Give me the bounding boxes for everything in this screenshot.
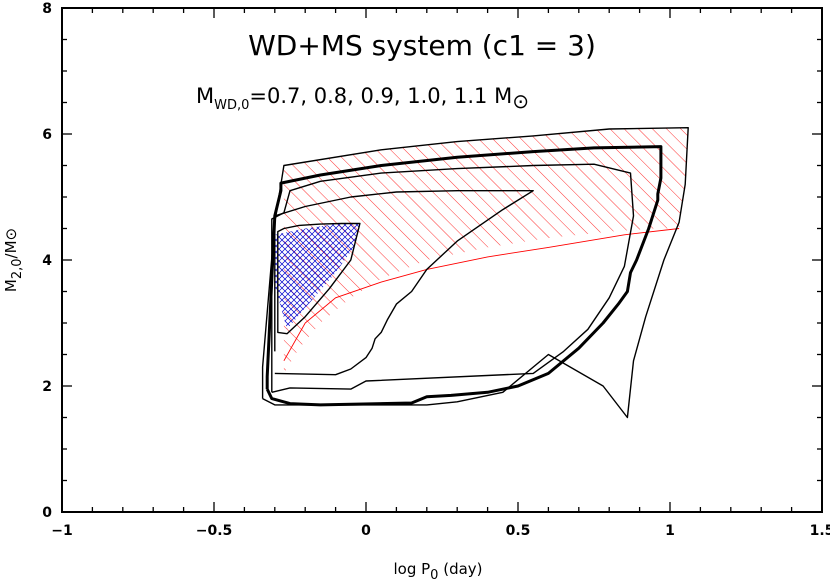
x-axis-label-sub: 0 [430, 568, 438, 582]
x-tick-label: 0 [361, 523, 371, 539]
subtitle-values: =0.7, 0.8, 0.9, 1.0, 1.1 M [249, 84, 512, 108]
x-axis-label-main: log P [393, 560, 430, 578]
blue-hatched-region [274, 223, 360, 330]
x-axis-label-unit: (day) [438, 560, 482, 578]
contour-line-3 [271, 163, 635, 393]
contour-line-1 [277, 222, 361, 335]
contour-line-4 [265, 145, 663, 407]
y-tick-label: 0 [42, 505, 52, 521]
chart-title: WD+MS system (c1 = 3) [248, 29, 596, 62]
x-tick-label: −0.5 [196, 523, 233, 539]
contour-line-5 [261, 126, 689, 419]
x-tick-label: 0.5 [506, 523, 531, 539]
x-tick-label: 1 [665, 523, 675, 539]
y-axis-label: M2,0/M⊙ [2, 228, 25, 292]
subtitle-sub: WD,0 [214, 98, 249, 113]
subtitle-unit: ⊙ [512, 89, 529, 113]
subtitle-prefix: M [196, 84, 214, 108]
x-tick-label: −1 [51, 523, 72, 539]
y-axis-label-sub: 2,0 [10, 258, 25, 279]
y-tick-label: 6 [42, 127, 52, 143]
contour-line-2 [274, 189, 534, 376]
y-axis-label-main: M [2, 279, 20, 292]
chart-subtitle: MWD,0=0.7, 0.8, 0.9, 1.0, 1.1 M⊙ [196, 84, 529, 113]
y-tick-label: 4 [42, 253, 52, 269]
x-axis-label: log P0 (day) [393, 560, 482, 582]
y-axis-label-unit: /M⊙ [2, 228, 20, 259]
x-tick-label: 1.5 [810, 523, 830, 539]
red-hatched-region [283, 127, 689, 374]
y-tick-label: 8 [42, 1, 52, 17]
y-tick-label: 2 [42, 379, 52, 395]
